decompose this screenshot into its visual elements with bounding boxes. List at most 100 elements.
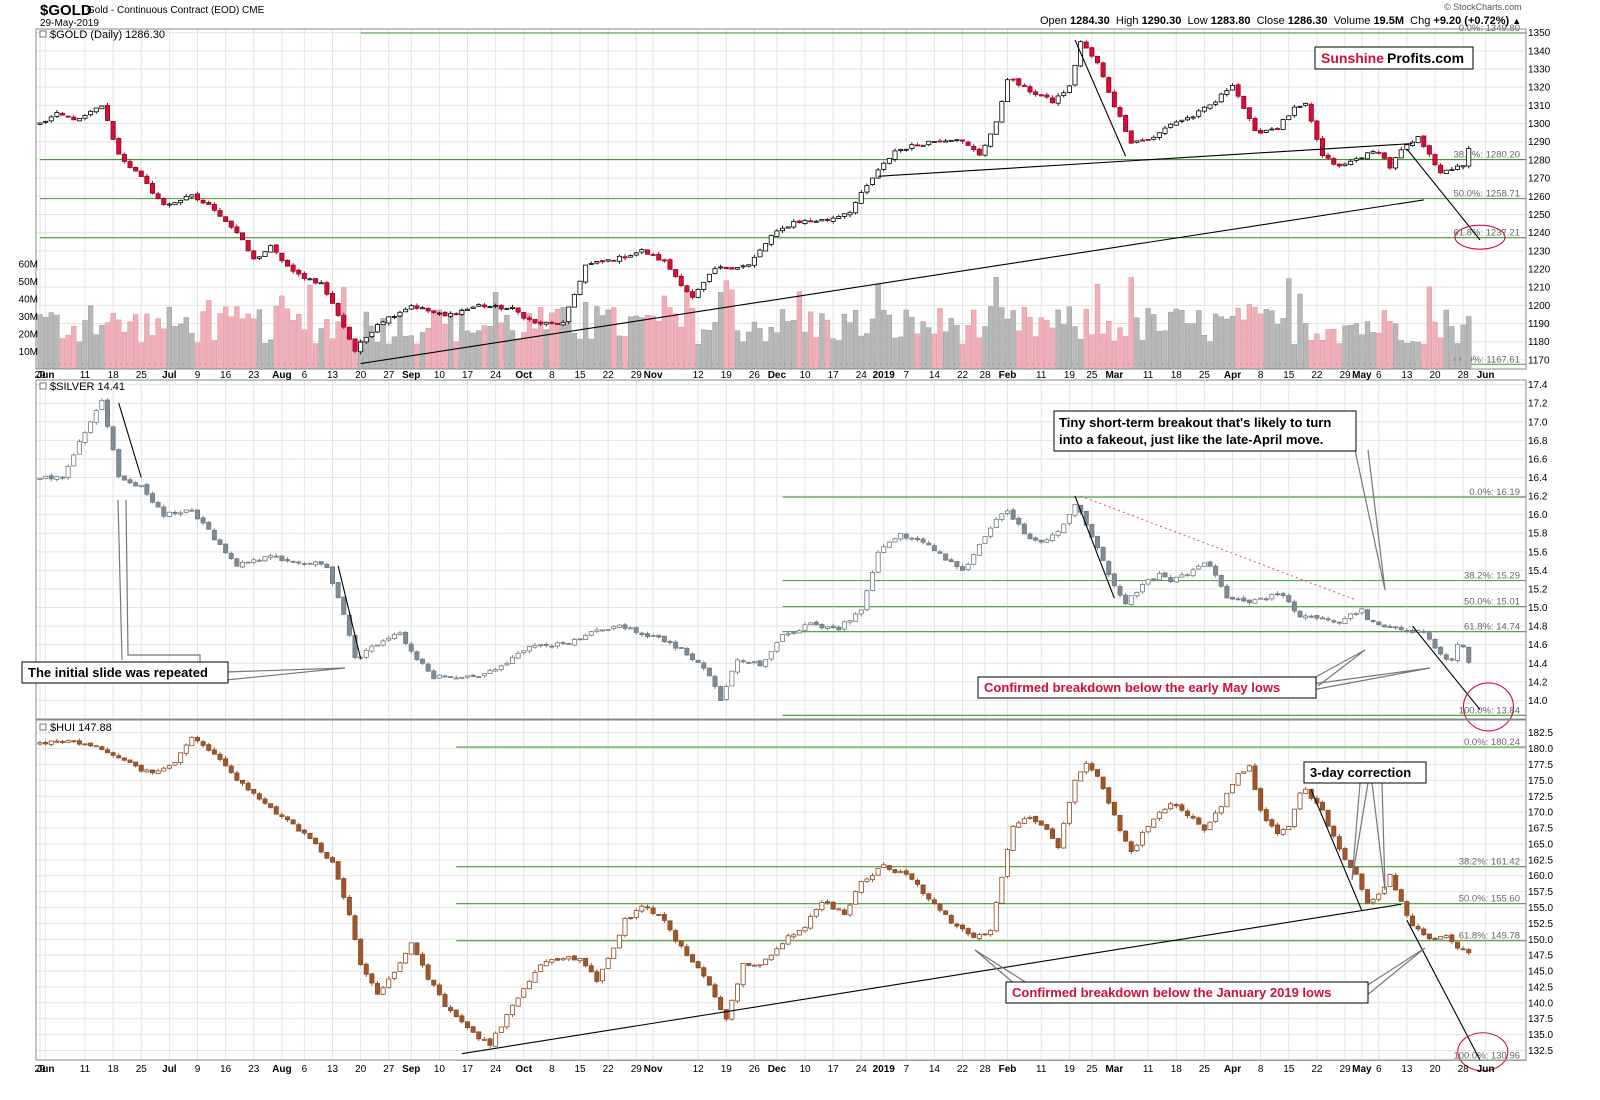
x-tick-label: Apr	[1224, 370, 1241, 381]
candle-body	[909, 873, 915, 880]
candle-body	[915, 144, 921, 147]
candle-body	[785, 226, 791, 229]
candle-body	[1235, 84, 1241, 97]
x-tick-label: 13	[327, 1064, 339, 1075]
candle-body	[650, 907, 656, 914]
volume-bar	[116, 319, 122, 370]
candle-body	[307, 278, 313, 281]
candle-body	[583, 634, 589, 640]
candle-body	[1033, 816, 1039, 823]
volume-bar	[504, 315, 510, 370]
candle-body	[1038, 820, 1044, 826]
x-tick-label: 24	[856, 370, 868, 381]
volume-bar	[1201, 335, 1208, 370]
candle-body	[757, 660, 763, 667]
high-label: High	[1115, 15, 1139, 27]
candle-body	[245, 782, 251, 791]
candle-body	[780, 943, 786, 950]
candle-body	[1438, 936, 1444, 940]
candle-body	[673, 641, 679, 649]
volume-bar	[37, 314, 43, 370]
volume-bar	[1331, 328, 1337, 370]
candle-body	[926, 140, 932, 146]
volume-tick-label: 20M	[19, 330, 38, 341]
candle-body	[37, 477, 43, 481]
volume-bar	[1004, 318, 1011, 370]
y-tick-label: 1290	[1528, 137, 1551, 148]
y-tick-label: 1220	[1528, 265, 1551, 276]
y-tick-label: 132.5	[1528, 1046, 1553, 1057]
volume-bar	[132, 314, 139, 370]
volume-bar	[1218, 316, 1224, 370]
candle-body	[386, 316, 392, 324]
candle-body	[256, 559, 262, 562]
volume-bar	[532, 328, 538, 370]
x-tick-label: 2019	[873, 1064, 896, 1075]
candle-body	[875, 551, 881, 573]
x-tick-label: 10	[434, 370, 446, 381]
volume-bar	[1145, 308, 1151, 370]
fib-level-label: 50.0%: 155.60	[1459, 894, 1520, 905]
y-tick-label: 160.0	[1528, 871, 1553, 882]
candle-body	[1224, 585, 1230, 599]
candle-body	[954, 923, 960, 927]
candle-body	[453, 1009, 459, 1018]
candle-body	[999, 876, 1005, 904]
volume-bar	[656, 321, 662, 370]
candle-body	[864, 878, 870, 882]
candle-body	[155, 770, 161, 774]
volume-bar	[177, 323, 184, 370]
candle-body	[825, 218, 831, 221]
candle-body	[1196, 110, 1202, 117]
candle-body	[633, 627, 639, 633]
y-tick-label: 14.4	[1528, 659, 1548, 670]
candle-body	[1381, 624, 1387, 628]
chg-up-icon: ▲	[1512, 16, 1522, 26]
candle-body	[616, 255, 622, 262]
volume-bar	[1426, 286, 1433, 370]
candle-body	[1151, 818, 1157, 828]
volume-bar	[869, 318, 876, 370]
candle-body	[1078, 771, 1084, 782]
candle-body	[1016, 517, 1022, 525]
x-tick-label: 28	[979, 1064, 991, 1075]
candle-body	[661, 914, 667, 921]
candle-body	[217, 210, 223, 217]
candle-body	[442, 994, 448, 1007]
close-value: 1286.30	[1287, 15, 1328, 27]
candle-body	[1404, 630, 1410, 632]
candle-body	[1038, 94, 1044, 97]
candle-body	[1005, 510, 1011, 514]
candle-body	[116, 449, 122, 477]
candle-body	[37, 742, 43, 745]
candle-body	[93, 107, 99, 113]
volume-bar	[1235, 307, 1241, 370]
volume-bar	[661, 295, 668, 370]
candle-body	[54, 740, 60, 743]
candle-body	[273, 806, 279, 815]
volume-bar	[937, 308, 943, 370]
volume-bar	[611, 307, 617, 370]
candle-body	[133, 166, 139, 172]
volume-bar	[1314, 333, 1320, 370]
candle-body	[1308, 615, 1314, 618]
y-tick-label: 172.5	[1528, 792, 1553, 803]
volume-bar	[616, 335, 623, 370]
candle-body	[262, 556, 268, 562]
candle-body	[189, 194, 195, 198]
x-tick-label: Nov	[644, 1064, 663, 1075]
fib-level-label: 0.0%: 16.19	[1469, 487, 1520, 498]
volume-bar	[886, 314, 893, 370]
volume-bar	[1241, 319, 1247, 370]
candle-body	[1432, 937, 1438, 940]
candle-body	[363, 337, 369, 343]
candle-body	[1291, 106, 1297, 116]
x-tick-label: Mar	[1105, 1064, 1123, 1075]
candle-body	[60, 112, 66, 116]
candle-body	[1111, 801, 1117, 816]
candle-body	[256, 256, 262, 259]
candle-body	[1021, 523, 1027, 535]
candle-body	[915, 537, 921, 541]
candle-body	[526, 317, 532, 320]
candle-body	[594, 261, 600, 264]
